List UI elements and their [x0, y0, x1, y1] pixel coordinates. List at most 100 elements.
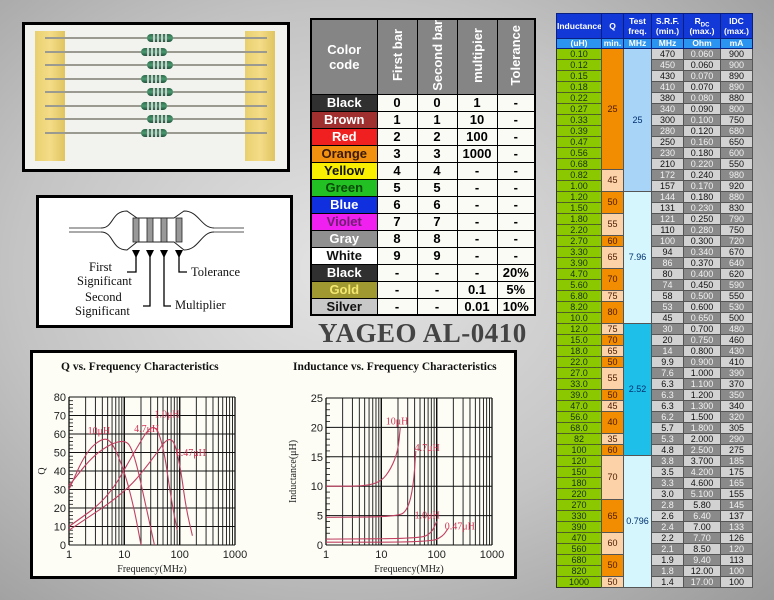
q-cell: 60 — [601, 235, 624, 247]
color-value: 1 — [456, 93, 498, 112]
idc-cell: 880 — [720, 191, 753, 203]
spec-row: 0.15 430 0.070 890 — [556, 70, 753, 82]
test-freq-cell: 7.96 — [623, 191, 652, 324]
spec-table: Inductance Q Test freq. S.R.F. (min.) RDC (ma… — [556, 13, 753, 588]
color-value: 0.1 — [456, 280, 498, 299]
srf-cell: 210 — [651, 158, 684, 170]
arrow-icons — [132, 250, 183, 258]
q-cell: 50 — [601, 389, 624, 401]
x-tick-label: 10 — [118, 549, 130, 561]
q-cell: 40 — [601, 411, 624, 434]
idc-cell: 175 — [720, 466, 753, 478]
color-name: Black — [310, 93, 378, 112]
color-value: - — [376, 297, 418, 316]
color-value: 10 — [456, 110, 498, 129]
color-row: Black - - -20% — [310, 263, 536, 282]
x-tick-label: 1 — [323, 549, 329, 561]
color-value: 3 — [416, 144, 458, 163]
spec-row: 100 60 4.8 2.500 275 — [556, 444, 753, 456]
spec-row: 390 2.4 7.00 133 — [556, 521, 753, 533]
srf-cell: 230 — [651, 147, 684, 159]
srf-cell: 110 — [651, 224, 684, 236]
color-value: 2 — [416, 127, 458, 146]
color-name: Red — [310, 127, 378, 146]
srf-cell: 14 — [651, 345, 684, 357]
color-value: - — [416, 280, 458, 299]
srf-cell: 6.3 — [651, 400, 684, 412]
x-tick-label: 100 — [427, 549, 445, 561]
color-name: Orange — [310, 144, 378, 163]
idc-cell: 275 — [720, 444, 753, 456]
srf-cell: 1.8 — [651, 565, 684, 577]
color-value: 1000 — [456, 144, 498, 163]
rdc-cell: 0.060 — [683, 59, 721, 71]
rdc-cell: 0.600 — [683, 301, 721, 313]
q-chart-title: Q vs. Frequency Characteristics — [61, 361, 219, 373]
srf-cell: 6.3 — [651, 378, 684, 390]
idc-cell: 830 — [720, 202, 753, 214]
srf-cell: 86 — [651, 257, 684, 269]
y-tick-label: 25 — [311, 393, 323, 405]
srf-cell: 430 — [651, 70, 684, 82]
inductance-cell: 33.0 — [556, 378, 602, 390]
srf-cell: 74 — [651, 279, 684, 291]
color-code-table: Color code First bar Second bar multipier To… — [310, 18, 536, 317]
color-row: Red 2 2 100- — [310, 127, 536, 146]
srf-cell: 5.3 — [651, 433, 684, 445]
idc-cell: 155 — [720, 488, 753, 500]
inductance-cell: 3.90 — [556, 257, 602, 269]
srf-cell: 20 — [651, 334, 684, 346]
q-cell: 50 — [601, 576, 624, 588]
idc-cell: 145 — [720, 499, 753, 511]
srf-cell: 94 — [651, 246, 684, 258]
idc-cell: 120 — [720, 543, 753, 555]
spec-header: S.R.F. (min.) — [651, 13, 684, 39]
color-row: White 9 9- - — [310, 246, 536, 265]
idc-cell: 137 — [720, 510, 753, 522]
spec-row: 560 2.1 8.50 120 — [556, 543, 753, 555]
idc-cell: 790 — [720, 213, 753, 225]
spec-row: 6.80 75 58 0.500 550 — [556, 290, 753, 302]
srf-cell: 3.8 — [651, 455, 684, 467]
idc-cell: 100 — [720, 565, 753, 577]
y-tick-label: 10 — [54, 522, 66, 534]
srf-cell: 2.6 — [651, 510, 684, 522]
series-line — [325, 450, 417, 518]
inductance-cell: 0.27 — [556, 103, 602, 115]
spec-row: 3.90 86 0.370 640 — [556, 257, 753, 269]
color-name: Yellow — [310, 161, 378, 180]
rdc-cell: 0.180 — [683, 147, 721, 159]
color-row: Gold - -0.1 5% — [310, 280, 536, 299]
color-row: Brown 1 1 10- — [310, 110, 536, 129]
inductor-body — [141, 101, 167, 110]
color-value: - — [456, 178, 498, 197]
inductance-cell: 150 — [556, 466, 602, 478]
color-value: 4 — [416, 161, 458, 180]
color-value: - — [456, 212, 498, 231]
spec-row: 0.22 380 0.080 880 — [556, 92, 753, 104]
srf-cell: 340 — [651, 103, 684, 115]
spec-unit: MHz — [651, 38, 684, 49]
rdc-cell: 6.40 — [683, 510, 721, 522]
idc-cell: 900 — [720, 48, 753, 60]
x-tick-label: 100 — [170, 549, 188, 561]
idc-cell: 480 — [720, 323, 753, 335]
srf-cell: 1.4 — [651, 576, 684, 588]
rdc-cell: 5.100 — [683, 488, 721, 500]
inductance-cell: 0.22 — [556, 92, 602, 104]
inductance-cell: 220 — [556, 488, 602, 500]
chart-1: 0 5 10 15 20 25 1 10 100 1000 Frequency(MHz) Induct… — [288, 393, 504, 575]
y-tick-label: 15 — [311, 452, 323, 464]
color-value: - — [496, 144, 536, 163]
rdc-cell: 0.230 — [683, 202, 721, 214]
inductor-body — [147, 61, 173, 69]
spec-header: Test freq. — [623, 13, 652, 39]
color-name: Violet — [310, 212, 378, 231]
color-value: 8 — [416, 229, 458, 248]
srf-cell: 45 — [651, 312, 684, 324]
spec-row: 56.0 40 6.2 1.500 320 — [556, 411, 753, 434]
srf-cell: 300 — [651, 114, 684, 126]
q-cell: 65 — [601, 499, 624, 533]
inductance-cell: 390 — [556, 521, 602, 533]
q-cell: 55 — [601, 213, 624, 236]
